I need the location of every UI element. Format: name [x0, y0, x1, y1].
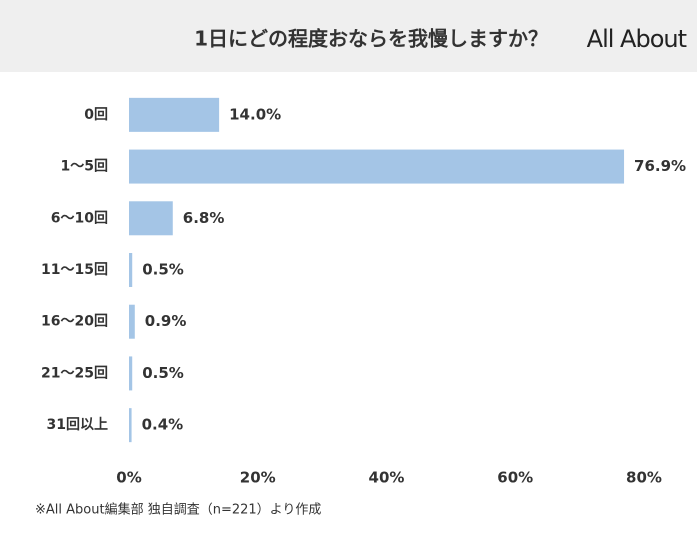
bar: [129, 408, 132, 443]
logo: All About: [587, 25, 687, 53]
x-tick-label: 20%: [240, 469, 276, 487]
x-tick-label: 0%: [116, 469, 141, 487]
bar: [129, 304, 135, 339]
value-label: 6.8%: [183, 209, 225, 227]
value-label: 0.5%: [142, 261, 184, 279]
bar: [129, 253, 133, 287]
y-tick-label: 6〜10回: [51, 210, 108, 226]
value-label: 0.5%: [142, 364, 184, 382]
x-tick-label: 80%: [626, 469, 662, 487]
y-tick-label: 0回: [84, 107, 108, 123]
value-label: 14.0%: [229, 105, 281, 123]
value-label: 0.9%: [145, 312, 187, 330]
y-tick-label: 11〜15回: [41, 262, 108, 278]
y-tick-label: 31回以上: [47, 417, 108, 433]
footnote: ※All About編集部 独自調査（n=221）より作成: [35, 502, 321, 518]
chart-title: 1日にどの程度おならを我慢しますか？: [194, 27, 548, 51]
bar: [129, 149, 625, 184]
bar: [129, 201, 173, 236]
y-tick-label: 16〜20回: [41, 314, 108, 330]
bar: [129, 97, 220, 132]
y-tick-label: 21〜25回: [41, 365, 108, 381]
x-tick-label: 60%: [497, 469, 533, 487]
value-label: 76.9%: [634, 157, 686, 175]
x-tick-label: 40%: [369, 469, 405, 487]
bar: [129, 356, 133, 391]
y-tick-label: 1〜5回: [61, 159, 108, 175]
value-label: 0.4%: [142, 416, 184, 434]
header-band: [0, 0, 697, 72]
